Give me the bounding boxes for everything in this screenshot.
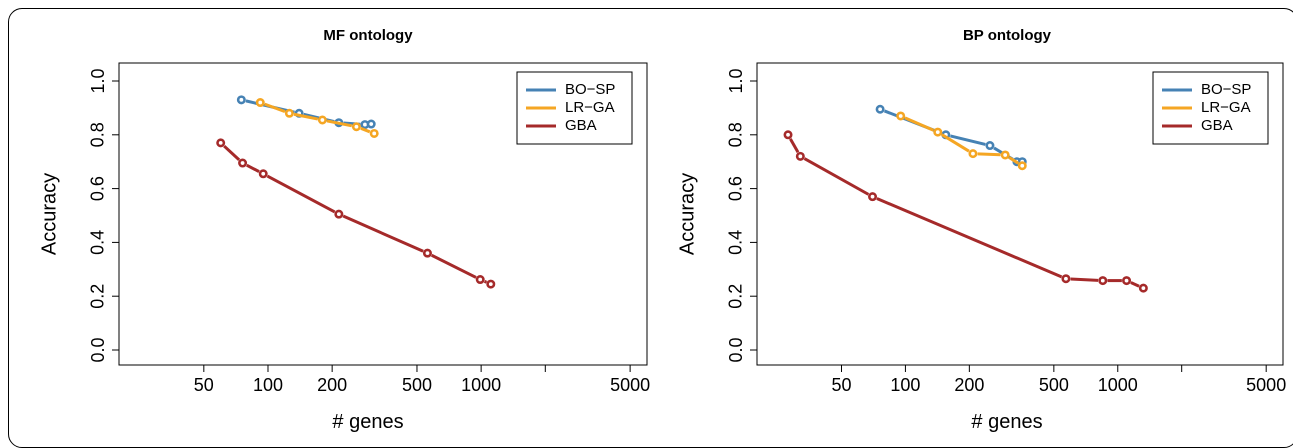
chart1-x-tick-label: 1000 bbox=[461, 375, 501, 395]
chart1-series-2-point bbox=[317, 115, 327, 125]
chart1-series-3-segment bbox=[430, 253, 477, 279]
chart1-y-axis-label: Accuracy bbox=[38, 173, 60, 255]
chart2-series-2-point bbox=[968, 149, 978, 159]
chart1-series-2-point bbox=[255, 98, 265, 108]
chart2-series-1-point bbox=[985, 141, 995, 151]
chart1-y-tick-label: 1.0 bbox=[88, 68, 108, 93]
chart2-x-tick-label: 50 bbox=[831, 375, 851, 395]
chart1-series-3-segment bbox=[342, 214, 424, 253]
chart2-series-3-segment bbox=[803, 157, 870, 196]
chart2-y-tick-label: 0.6 bbox=[726, 176, 746, 201]
chart2-y-axis-label: Accuracy bbox=[676, 173, 698, 255]
chart2-x-tick-label: 500 bbox=[1039, 375, 1069, 395]
chart1-series-2-point bbox=[369, 128, 379, 138]
chart1-series-3-segment bbox=[483, 280, 488, 284]
chart2-series-2-segment bbox=[940, 133, 970, 153]
chart2-series-3 bbox=[783, 130, 1148, 293]
chart1-x-tick-label: 50 bbox=[194, 375, 214, 395]
chart1-x-tick-label: 200 bbox=[317, 375, 347, 395]
chart2-x-tick-label: 5000 bbox=[1246, 375, 1286, 395]
chart1-series-3-point bbox=[238, 158, 248, 168]
chart1-series-3-point bbox=[475, 275, 485, 285]
chart2-legend-label: GBA bbox=[1201, 117, 1233, 134]
chart1-y-tick-label: 0.0 bbox=[88, 337, 108, 362]
chart2-y-tick-label: 0.4 bbox=[726, 230, 746, 255]
chart2-y-tick-label: 0.8 bbox=[726, 122, 746, 147]
chart1-series-3-point bbox=[258, 169, 268, 179]
chart2-series-3-segment bbox=[1070, 277, 1099, 282]
chart2-title: BP ontology bbox=[963, 27, 1052, 44]
chart1-panel: MF ontology 50 100 200 500 1000 5000 # genes 0.0… bbox=[38, 27, 650, 433]
chart2-series-3-segment bbox=[789, 138, 800, 153]
chart1-x-tick-label: 500 bbox=[402, 375, 432, 395]
figure-canvas: MF ontology 50 100 200 500 1000 5000 # genes 0.0… bbox=[38, 27, 1286, 433]
chart2-series-3-segment bbox=[876, 197, 1063, 279]
chart2-x-tick-label: 200 bbox=[954, 375, 984, 395]
chart1-series-3-segment bbox=[266, 174, 336, 214]
chart2-y-tick-label: 0.0 bbox=[726, 337, 746, 362]
chart2-series-3-point bbox=[1122, 276, 1132, 286]
chart1-x-tick-label: 100 bbox=[253, 375, 283, 395]
chart1-y-axis: 0.0 0.2 0.4 0.6 0.8 1.0 bbox=[88, 68, 120, 363]
chart2-x-axis: 50 100 200 500 1000 5000 bbox=[831, 364, 1286, 395]
chart1-series-2-point bbox=[351, 122, 361, 132]
chart2-series-3-point bbox=[1138, 283, 1148, 293]
chart2-series-2-point bbox=[1000, 150, 1010, 160]
chart1-series-1-point bbox=[366, 119, 376, 129]
chart1-series-1-point bbox=[236, 95, 246, 105]
chart2-series-3-point bbox=[1098, 276, 1108, 286]
chart1-series-2-segment bbox=[293, 112, 319, 121]
chart2-panel: BP ontology 50 100 200 500 1000 5000 # genes 0.0… bbox=[676, 27, 1286, 433]
chart1-x-tick-label: 5000 bbox=[610, 375, 650, 395]
chart1-series-2-segment bbox=[360, 126, 371, 134]
chart2-series-2-segment bbox=[1008, 156, 1020, 165]
chart1-title: MF ontology bbox=[323, 27, 413, 44]
chart1-series-3-point bbox=[422, 248, 432, 258]
chart1-y-tick-label: 0.2 bbox=[88, 284, 108, 309]
chart2-series-2-segment bbox=[904, 116, 935, 132]
chart1-series-3-point bbox=[334, 209, 344, 219]
chart2-series-2 bbox=[896, 111, 1027, 171]
chart1-series-3-segment bbox=[246, 163, 260, 173]
chart2-x-axis-label: # genes bbox=[971, 411, 1042, 433]
chart2-series-3-segment bbox=[1130, 281, 1140, 288]
chart1-y-tick-label: 0.4 bbox=[88, 230, 108, 255]
chart1-series-2 bbox=[255, 98, 379, 138]
chart1-series-2-segment bbox=[264, 102, 286, 114]
chart1-x-axis-label: # genes bbox=[332, 411, 403, 433]
chart2-series-2-point bbox=[896, 111, 906, 121]
chart1-series-2-segment bbox=[326, 119, 353, 128]
chart2-series-3-point bbox=[795, 151, 805, 161]
chart1-series-3-point bbox=[486, 279, 496, 289]
chart1-x-axis: 50 100 200 500 1000 5000 bbox=[194, 364, 650, 395]
chart2-series-3-point bbox=[868, 192, 878, 202]
chart2-y-tick-label: 1.0 bbox=[726, 68, 746, 93]
chart2-series-3-point bbox=[1061, 274, 1071, 284]
chart2-series-2-point bbox=[1017, 161, 1027, 171]
chart1-legend-label: LR−GA bbox=[565, 99, 615, 116]
chart1-series-3-point bbox=[216, 138, 226, 148]
chart2-series-2-point bbox=[933, 127, 943, 137]
chart2-legend-label: LR−GA bbox=[1201, 99, 1251, 116]
chart2-series-1-segment bbox=[950, 134, 986, 146]
chart2-y-tick-label: 0.2 bbox=[726, 284, 746, 309]
chart1-series-3-segment bbox=[223, 144, 241, 161]
chart2-legend-label: BO−SP bbox=[1201, 81, 1251, 98]
chart2-y-axis: 0.0 0.2 0.4 0.6 0.8 1.0 bbox=[726, 68, 758, 363]
chart1-series-2-point bbox=[284, 108, 294, 118]
chart1-y-tick-label: 0.8 bbox=[88, 122, 108, 147]
chart2-series-2-segment bbox=[977, 152, 1001, 157]
chart1-legend-label: BO−SP bbox=[565, 81, 615, 98]
chart2-x-tick-label: 100 bbox=[890, 375, 920, 395]
chart2-x-tick-label: 1000 bbox=[1098, 375, 1138, 395]
chart1-series-3 bbox=[216, 138, 496, 289]
chart1-y-tick-label: 0.6 bbox=[88, 176, 108, 201]
chart1-legend-label: GBA bbox=[565, 117, 597, 134]
chart2-series-3-point bbox=[783, 130, 793, 140]
chart2-series-1-point bbox=[875, 104, 885, 114]
